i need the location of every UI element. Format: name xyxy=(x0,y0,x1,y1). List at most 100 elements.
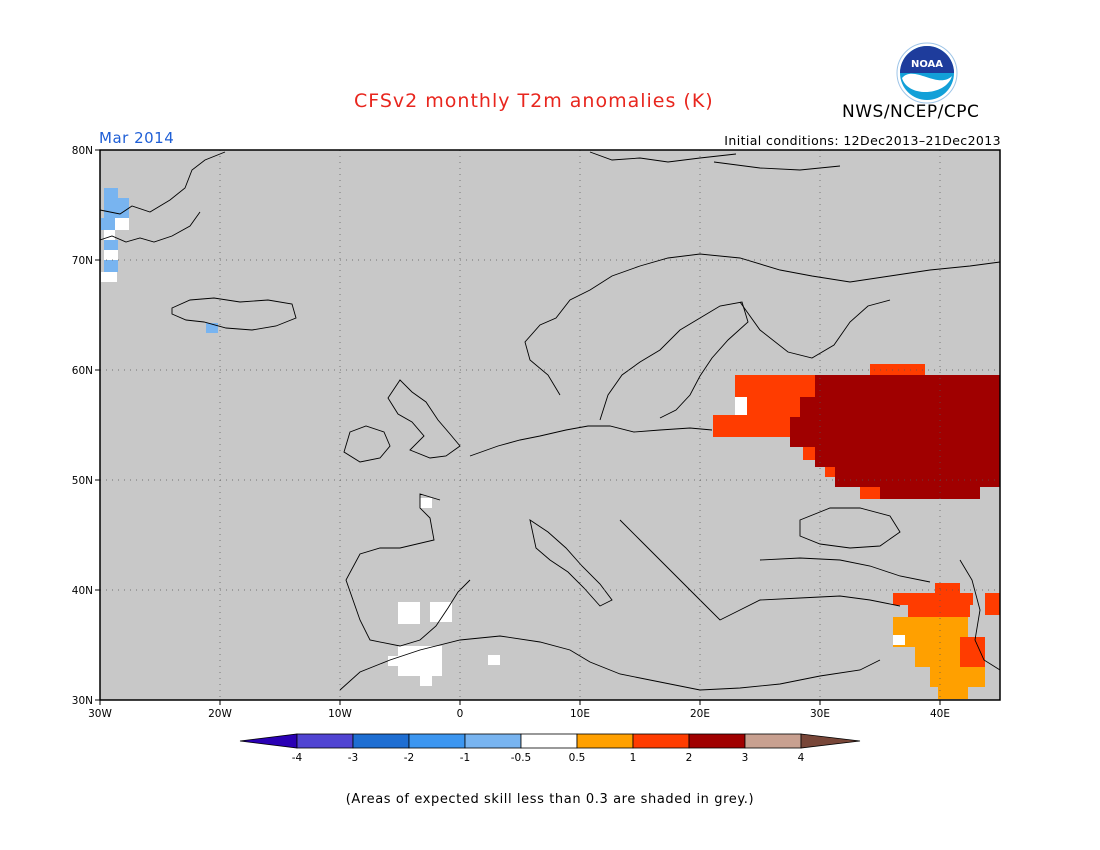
coastline xyxy=(99,151,226,215)
anomaly-cell xyxy=(960,637,985,667)
coastline xyxy=(524,253,1001,396)
colorbar-label: -4 xyxy=(292,752,303,764)
coastline xyxy=(343,425,391,463)
anomaly-cell xyxy=(870,364,925,376)
colorbar-swatch xyxy=(744,733,802,749)
coastline xyxy=(529,519,613,607)
anomaly-cell xyxy=(938,687,968,699)
skill-footnote: (Areas of expected skill less than 0.3 a… xyxy=(345,792,755,807)
graticule xyxy=(100,150,1000,700)
anomaly-cell xyxy=(835,467,1000,487)
colorbar-swatch xyxy=(632,733,690,749)
lat-label: 70N xyxy=(72,255,93,267)
initial-conditions: Initial conditions: 12Dec2013–21Dec2013 xyxy=(724,133,1001,148)
coastline xyxy=(589,151,737,163)
coastline xyxy=(99,211,201,243)
colorbar-label: -0.5 xyxy=(511,752,532,764)
lon-label: 20W xyxy=(208,708,232,720)
noaa-logo: NOAA xyxy=(896,42,958,104)
colorbar-label: -1 xyxy=(460,752,470,764)
coastline xyxy=(345,493,471,647)
anomaly-cell xyxy=(104,198,129,220)
anomaly-cell xyxy=(908,605,970,617)
lon-label: 40E xyxy=(930,708,950,720)
colorbar-swatch xyxy=(688,733,746,749)
anomaly-cell xyxy=(101,272,117,282)
chart-title: CFSv2 monthly T2m anomalies (K) xyxy=(354,90,714,112)
anomaly-cell xyxy=(800,397,1000,417)
coastlines xyxy=(99,151,1001,691)
lat-label: 80N xyxy=(72,145,93,157)
anomaly-cell xyxy=(104,230,115,242)
anomaly-cell xyxy=(815,375,1000,397)
colorbar-label: 3 xyxy=(742,752,749,764)
anomaly-cell xyxy=(398,602,420,624)
axis-labels: 30N 40N 50N 60N 70N 80N 30W 20W 10W 0 10E 20E 30E 40E xyxy=(72,145,950,720)
anomaly-cell xyxy=(915,647,960,667)
anomaly-cell xyxy=(206,323,218,333)
colorbar-label: -3 xyxy=(348,752,358,764)
anomaly-cell xyxy=(790,417,1000,447)
anomaly-cell xyxy=(893,593,973,605)
colorbar-label: 0.5 xyxy=(569,752,586,764)
anomaly-cell xyxy=(104,250,118,260)
colorbar-swatch xyxy=(352,733,410,749)
anomaly-cell xyxy=(398,646,442,676)
anomaly-cell xyxy=(104,240,118,250)
lon-label: 20E xyxy=(690,708,710,720)
lon-label: 10W xyxy=(328,708,352,720)
agency-label: NWS/NCEP/CPC xyxy=(842,102,980,122)
lat-label: 30N xyxy=(72,695,93,707)
colorbar-swatch xyxy=(464,733,522,749)
anomaly-cell xyxy=(860,487,885,499)
lon-label: 0 xyxy=(457,708,464,720)
anomaly-cell xyxy=(930,667,985,687)
coastline xyxy=(171,297,297,331)
coastline xyxy=(387,379,461,459)
colorbar-arrow-high xyxy=(800,733,861,749)
colorbar-label: 1 xyxy=(630,752,637,764)
coastline xyxy=(739,299,891,359)
coastline xyxy=(599,301,749,421)
colorbar: -4 -3 -2 -1 -0.5 0.5 1 2 3 4 xyxy=(239,733,861,764)
anomaly-cell xyxy=(420,498,432,508)
anomaly-cell xyxy=(893,617,968,647)
forecast-month: Mar 2014 xyxy=(99,129,175,147)
coastline xyxy=(959,559,1001,671)
lon-label: 30W xyxy=(88,708,112,720)
anomaly-cell xyxy=(985,593,1000,615)
anomaly-cell xyxy=(880,487,980,499)
coastline xyxy=(339,635,881,691)
colorbar-swatch xyxy=(408,733,466,749)
anomaly-cell xyxy=(420,676,432,686)
anomaly-cell xyxy=(935,583,960,595)
anomaly-cell xyxy=(430,602,452,622)
anomaly-cell xyxy=(388,656,400,666)
anomaly-cell xyxy=(104,260,118,272)
anomaly-cell xyxy=(713,415,733,437)
coastline xyxy=(799,507,901,549)
anomaly-cell xyxy=(733,415,793,437)
map-frame xyxy=(99,149,1001,701)
colorbar-arrow-low xyxy=(239,733,298,749)
lon-label: 10E xyxy=(570,708,590,720)
logo-text: NOAA xyxy=(911,59,943,70)
lat-label: 50N xyxy=(72,475,93,487)
anomaly-cell xyxy=(115,218,129,230)
coastline xyxy=(759,557,931,583)
anomaly-cell xyxy=(101,218,115,230)
anomaly-cell xyxy=(815,447,1000,467)
lat-label: 40N xyxy=(72,585,93,597)
coastline xyxy=(469,425,713,457)
anomaly-cell xyxy=(735,397,747,415)
anomaly-cell xyxy=(104,188,118,200)
colorbar-swatch xyxy=(576,733,634,749)
anomaly-cell xyxy=(893,635,905,645)
coastline xyxy=(619,519,901,621)
lon-label: 30E xyxy=(810,708,830,720)
anomaly-cell xyxy=(488,655,500,665)
colorbar-label: -2 xyxy=(404,752,414,764)
colorbar-swatch xyxy=(296,733,354,749)
colorbar-label: 4 xyxy=(798,752,805,764)
